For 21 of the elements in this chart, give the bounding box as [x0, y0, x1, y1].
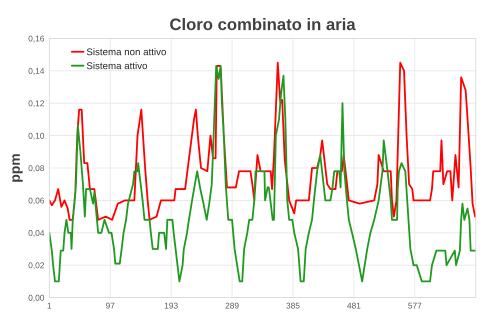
y-tick-label: 0,04 [28, 230, 44, 237]
x-tick-label: 385 [286, 302, 300, 309]
y-tick-label: 0,16 [28, 36, 44, 42]
y-tick-label: 0,08 [28, 165, 44, 172]
x-tick-label: 481 [347, 302, 360, 309]
legend-label: Sistema attivo [86, 62, 148, 70]
x-tick-label: 193 [164, 302, 178, 309]
y-axis-title: ppm [12, 154, 23, 182]
line-series [49, 62, 476, 221]
y-tick-label: 0,02 [28, 262, 44, 270]
y-tick-label: 0,10 [28, 132, 44, 140]
chart-title: Cloro combinato in aria [170, 18, 356, 30]
y-tick-label: 0,00 [28, 294, 44, 302]
x-tick-label: 1 [48, 302, 52, 308]
x-tick-label: 97 [106, 302, 114, 309]
x-tick-label: 289 [226, 302, 239, 309]
y-tick-label: 0,06 [28, 198, 44, 204]
y-tick-label: 0,12 [28, 100, 44, 108]
legend-label: Sistema non attivo [86, 48, 166, 56]
x-tick-label: 577 [408, 302, 422, 309]
y-tick-label: 0,14 [28, 68, 44, 75]
